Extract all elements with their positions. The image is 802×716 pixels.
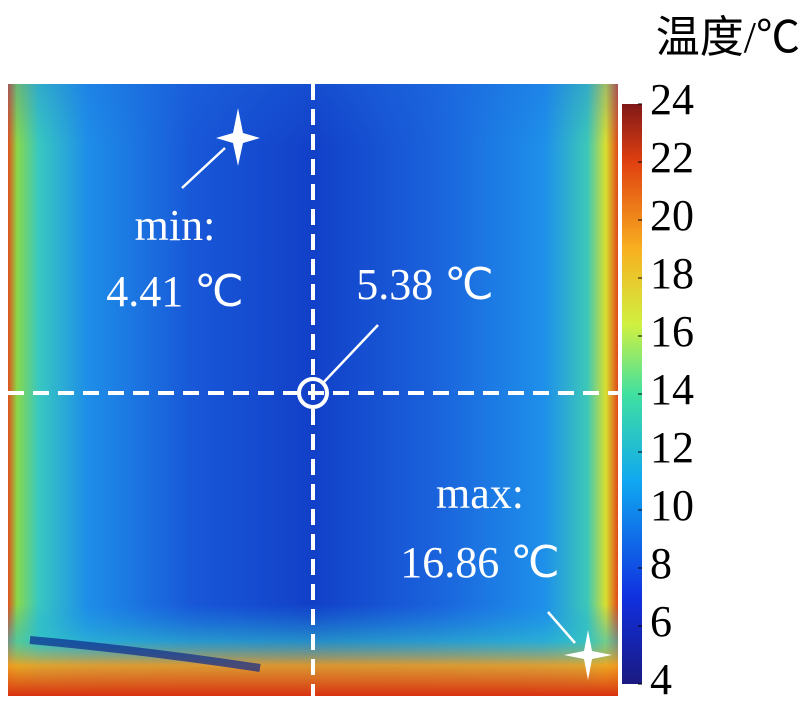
colorbar-title: 温度/℃ <box>656 13 800 62</box>
colorbar <box>622 104 642 684</box>
pointer <box>547 611 576 644</box>
center-value: 5.38 ℃ <box>356 260 493 309</box>
colorbar-tick-label: 10 <box>650 481 694 530</box>
colorbar-tick-label: 8 <box>650 539 672 588</box>
min-label: min: <box>135 201 216 250</box>
colorbar-tick-label: 14 <box>650 365 694 414</box>
colorbar-tick-label: 6 <box>650 597 672 646</box>
colorbar-tick-label: 24 <box>650 75 694 124</box>
pointer <box>322 324 379 384</box>
max-marker <box>564 630 612 680</box>
center-marker <box>297 377 329 409</box>
max-value: 16.86 ℃ <box>400 538 559 587</box>
crosshair <box>8 84 618 696</box>
pointer <box>181 147 226 189</box>
colorbar-tick-label: 20 <box>650 191 694 240</box>
colorbar-tick-label: 18 <box>650 249 694 298</box>
colorbar-tick-label: 22 <box>650 133 694 182</box>
colorbar-tick-label: 4 <box>650 655 672 704</box>
max-label: max: <box>436 469 524 518</box>
colorbar-tick-label: 12 <box>650 423 694 472</box>
min-marker <box>216 108 260 166</box>
colorbar-tick-label: 16 <box>650 307 694 356</box>
min-value: 4.41 ℃ <box>106 267 243 316</box>
